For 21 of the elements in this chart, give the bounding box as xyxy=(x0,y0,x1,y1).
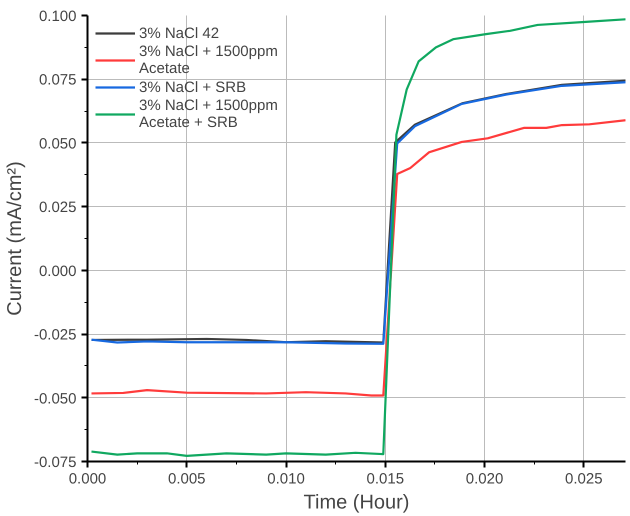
y-tick-label: 0.075 xyxy=(38,72,77,89)
x-tick-label: 0.010 xyxy=(267,470,305,488)
x-axis-title: Time (Hour) xyxy=(304,492,410,514)
y-axis-title: Current (mA/cm²) xyxy=(4,161,26,316)
y-tick-label: 0.100 xyxy=(38,8,77,25)
legend-label: 3% NaCl 42 xyxy=(139,24,220,42)
legend-label: 3% NaCl + 1500ppm Acetate xyxy=(139,43,278,77)
y-tick-label: 0.050 xyxy=(38,135,77,152)
y-tick-label: -0.025 xyxy=(34,326,77,344)
x-tick-label: 0.015 xyxy=(366,470,404,488)
x-tick-label: 0.000 xyxy=(68,470,106,488)
x-tick-label: 0.020 xyxy=(466,470,504,488)
x-tick-label: 0.025 xyxy=(565,470,603,488)
legend-label: 3% NaCl + 1500ppm Acetate + SRB xyxy=(139,97,278,131)
y-tick-label: 0.025 xyxy=(38,199,77,216)
y-tick-label: -0.075 xyxy=(34,454,77,471)
line-series xyxy=(90,18,626,457)
y-tick-label: -0.050 xyxy=(34,390,77,408)
legend-label: 3% NaCl + SRB xyxy=(139,78,246,96)
x-tick-label: 0.005 xyxy=(168,470,206,488)
y-tick-label: 0.000 xyxy=(38,262,77,280)
